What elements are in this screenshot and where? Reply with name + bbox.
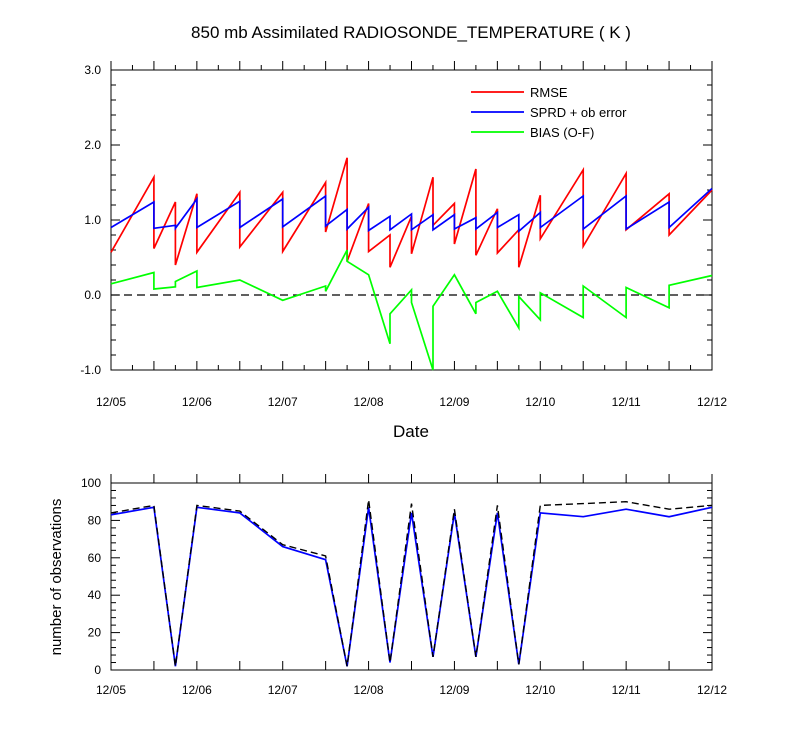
- bottom-x-tick-label: 12/12: [697, 683, 727, 697]
- bottom-x-tick-label: 12/05: [96, 683, 126, 697]
- bottom-y-tick-label: 40: [88, 588, 102, 602]
- top-x-tick-label: 12/05: [96, 395, 126, 409]
- bottom-y-tick-label: 60: [88, 551, 102, 565]
- top-x-tick-label: 12/10: [525, 395, 555, 409]
- bottom-chart-ticks: 12/05 12/06 12/07 12/08 12/09 12/10 12/11 12/12…: [81, 474, 727, 697]
- top-chart-series: [110, 157, 713, 371]
- top-x-tick-label: 12/08: [354, 395, 384, 409]
- series-sprd-ob-error: [110, 187, 713, 234]
- bottom-x-tick-label: 12/06: [182, 683, 212, 697]
- bottom-series-dashed-1: [110, 499, 713, 667]
- top-x-tick-label: 12/06: [182, 395, 212, 409]
- bottom-chart-frame: [110, 482, 713, 671]
- bottom-y-tick-label: 20: [88, 626, 102, 640]
- top-chart-title: 850 mb Assimilated RADIOSONDE_TEMPERATUR…: [191, 23, 631, 42]
- bottom-x-tick-label: 12/10: [525, 683, 555, 697]
- top-chart: 12/05 12/06 12/07 12/08 12/09 12/10 12/11 12/12…: [80, 61, 727, 441]
- top-x-tick-label: 12/12: [697, 395, 727, 409]
- bottom-x-tick-label: 12/08: [354, 683, 384, 697]
- bottom-y-tick-label: 100: [81, 476, 101, 490]
- bottom-x-tick-label: 12/09: [439, 683, 469, 697]
- bottom-y-tick-label: 80: [88, 513, 102, 527]
- top-x-tick-label: 12/09: [439, 395, 469, 409]
- series-bias-o-f: [110, 249, 713, 371]
- bottom-chart-series: [110, 499, 713, 667]
- top-y-tick-label: -1.0: [80, 363, 101, 377]
- bottom-chart-y-axis-label: number of observations: [48, 499, 65, 656]
- bottom-x-tick-label: 12/11: [612, 683, 641, 697]
- top-y-tick-label: 0.0: [84, 288, 101, 302]
- top-y-tick-label: 3.0: [84, 63, 101, 77]
- bottom-y-tick-label: 0: [94, 663, 101, 677]
- series-rmse: [110, 157, 713, 268]
- bottom-series-solid-0: [110, 506, 713, 667]
- legend-label-rmse: RMSE: [530, 85, 568, 100]
- legend-label-sprd-ob-error: SPRD + ob error: [530, 105, 627, 120]
- top-x-tick-label: 12/11: [612, 395, 641, 409]
- top-chart-legend: RMSE SPRD + ob error BIAS (O-F): [471, 85, 627, 140]
- bottom-chart: 12/05 12/06 12/07 12/08 12/09 12/10 12/11 12/12…: [48, 474, 727, 697]
- top-y-tick-label: 2.0: [84, 138, 101, 152]
- legend-label-bias-o-f: BIAS (O-F): [530, 125, 594, 140]
- bottom-x-tick-label: 12/07: [268, 683, 298, 697]
- top-x-tick-label: 12/07: [268, 395, 298, 409]
- top-chart-x-axis-label: Date: [393, 422, 429, 441]
- top-chart-ticks: 12/05 12/06 12/07 12/08 12/09 12/10 12/11 12/12…: [80, 61, 727, 409]
- top-y-tick-label: 1.0: [84, 213, 101, 227]
